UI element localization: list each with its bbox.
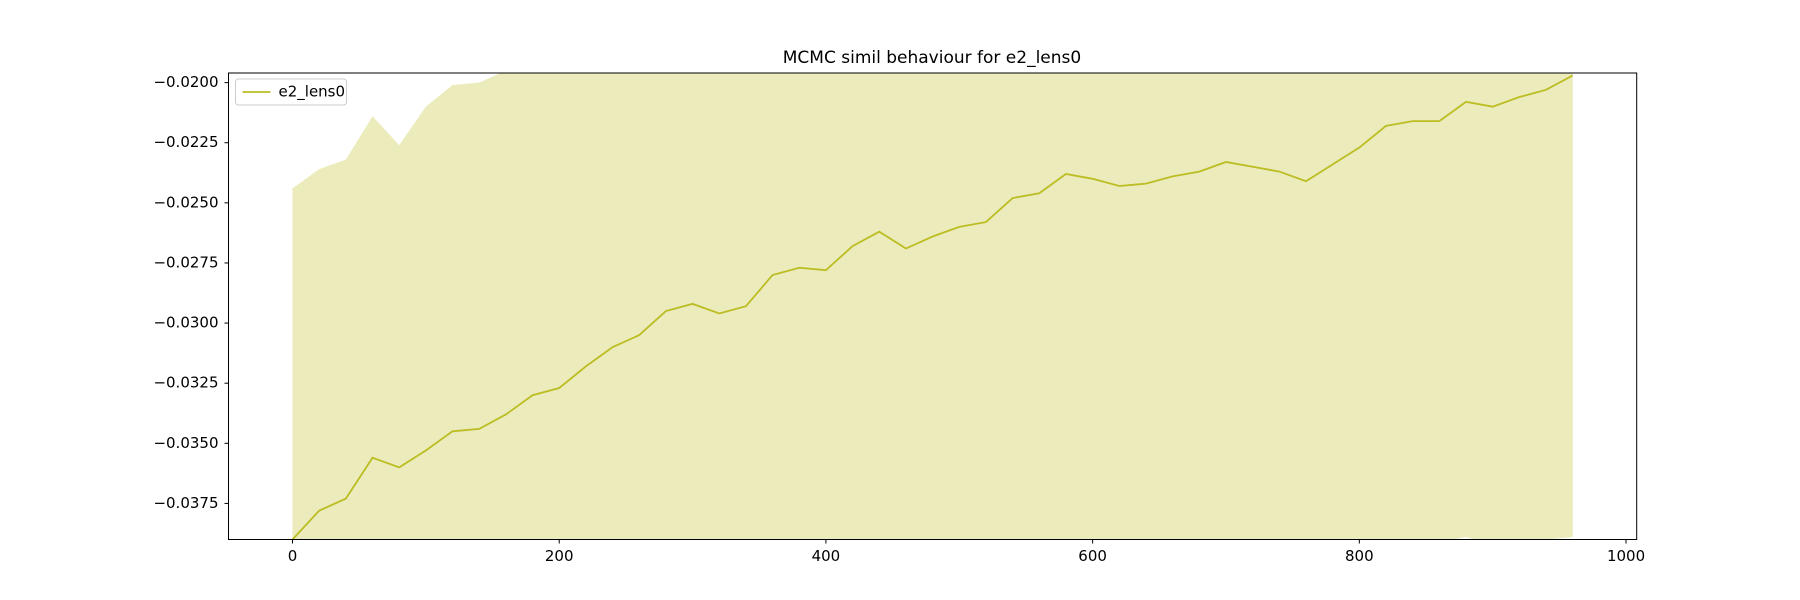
y-tick-label: −0.0300 <box>153 314 218 332</box>
chart-title: MCMC simil behaviour for e2_lens0 <box>783 48 1081 68</box>
y-tick-label: −0.0225 <box>153 133 218 151</box>
x-tick-label: 600 <box>1078 547 1107 565</box>
x-tick-label: 0 <box>288 547 298 565</box>
x-tick-label: 400 <box>812 547 841 565</box>
y-tick-label: −0.0250 <box>153 193 218 211</box>
x-tick-label: 1000 <box>1607 547 1645 565</box>
legend-box <box>235 78 347 106</box>
y-tick-label: −0.0325 <box>153 374 218 392</box>
y-tick-label: −0.0200 <box>153 73 218 91</box>
y-tick-label: −0.0375 <box>153 494 218 512</box>
data-line <box>291 74 1574 540</box>
axes-frame <box>228 72 1638 540</box>
confidence-band <box>292 73 1573 540</box>
x-tick-label: 800 <box>1345 547 1374 565</box>
legend-label: e2_lens0 <box>279 83 346 102</box>
y-tick-label: −0.0275 <box>153 253 218 271</box>
plot-area <box>291 73 1574 540</box>
y-tick-label: −0.0350 <box>153 434 218 452</box>
x-tick-label: 200 <box>545 547 574 565</box>
